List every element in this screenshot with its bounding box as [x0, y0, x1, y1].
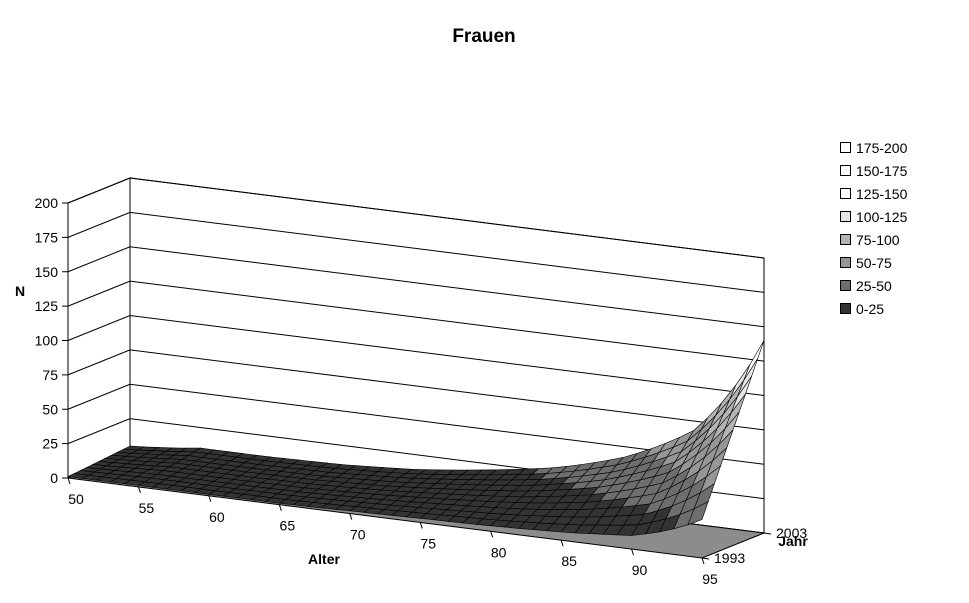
y-tick-mark: [701, 557, 710, 560]
gridline-75: [67, 349, 765, 431]
z-tick-label: 50: [42, 401, 58, 417]
z-tick-label: 125: [35, 298, 59, 314]
legend-item: 125-150: [840, 182, 960, 205]
legend-swatch: [840, 257, 851, 268]
gridline-150: [67, 246, 765, 328]
legend-swatch: [840, 280, 851, 291]
x-tick-label: 90: [632, 562, 648, 578]
x-tick-mark: [278, 504, 282, 511]
gridline-100: [67, 314, 765, 396]
z-tick-label: 100: [35, 333, 59, 349]
chart-title: Frauen: [452, 26, 515, 47]
axis-ticks: 0 25 50 75 100 125 150 175 200 50 55 60 65 70 75 80 85 90…: [35, 195, 808, 587]
legend-swatch: [840, 165, 851, 176]
legend-label: 50-75: [856, 254, 892, 271]
legend-label: 75-100: [856, 231, 900, 248]
legend-swatch: [840, 188, 851, 199]
x-tick-label: 85: [561, 553, 577, 569]
gridline-125: [67, 280, 765, 362]
x-tick-label: 55: [139, 500, 155, 516]
z-tick-label: 175: [35, 229, 59, 245]
legend-label: 125-150: [856, 185, 908, 202]
legend-label: 100-125: [856, 208, 908, 225]
z-tick-label: 0: [50, 470, 58, 486]
x-tick-mark: [631, 548, 635, 556]
y-tick-label: 1993: [714, 550, 745, 566]
z-tick-label: 200: [35, 195, 59, 211]
y-tick-label: 2003: [776, 525, 807, 541]
x-tick-mark: [419, 522, 423, 529]
x-tick-label: 60: [209, 509, 225, 525]
x-tick-label: 65: [280, 518, 296, 534]
chart-walls: [67, 177, 765, 534]
legend-item: 100-125: [840, 205, 960, 228]
legend-swatch: [840, 234, 851, 245]
x-tick-label: 95: [702, 571, 718, 587]
x-tick-mark: [701, 557, 705, 565]
z-tick-label: 25: [42, 436, 58, 452]
legend-label: 175-200: [856, 139, 908, 156]
legend-label: 25-50: [856, 277, 892, 294]
legend-swatch: [840, 211, 851, 222]
gridline-175: [67, 211, 765, 293]
z-tick-label: 75: [42, 367, 58, 383]
y-tick-mark: [763, 532, 772, 535]
z-axis-label: N: [15, 283, 25, 299]
legend: 175-200 150-175 125-150 100-125 75-100 50-75 2…: [840, 136, 960, 320]
x-tick-label: 70: [350, 527, 366, 543]
legend-item: 175-200: [840, 136, 960, 159]
x-tick-mark: [137, 486, 141, 494]
x-tick-mark: [490, 531, 494, 538]
surface-cell: [687, 500, 709, 526]
x-tick-mark: [67, 477, 71, 485]
legend-label: 0-25: [856, 300, 885, 317]
gridline-200: [67, 177, 765, 259]
x-tick-label: 50: [68, 491, 84, 507]
x-tick-label: 80: [491, 544, 507, 560]
legend-swatch: [840, 142, 851, 153]
legend-swatch: [840, 303, 851, 314]
y-axis-label: Jahr: [778, 533, 808, 549]
legend-item: 25-50: [840, 274, 960, 297]
legend-label: 150-175: [856, 162, 908, 179]
x-axis-label: Alter: [308, 551, 340, 567]
gridline-50: [67, 383, 765, 465]
legend-item: 75-100: [840, 228, 960, 251]
legend-item: 0-25: [840, 297, 960, 320]
legend-item: 50-75: [840, 251, 960, 274]
surface-mesh: [66, 340, 765, 536]
x-tick-mark: [349, 513, 353, 520]
x-tick-mark: [560, 540, 564, 547]
z-tick-label: 150: [35, 264, 59, 280]
x-tick-label: 75: [420, 535, 436, 551]
x-tick-mark: [208, 495, 212, 502]
legend-item: 150-175: [840, 159, 960, 182]
